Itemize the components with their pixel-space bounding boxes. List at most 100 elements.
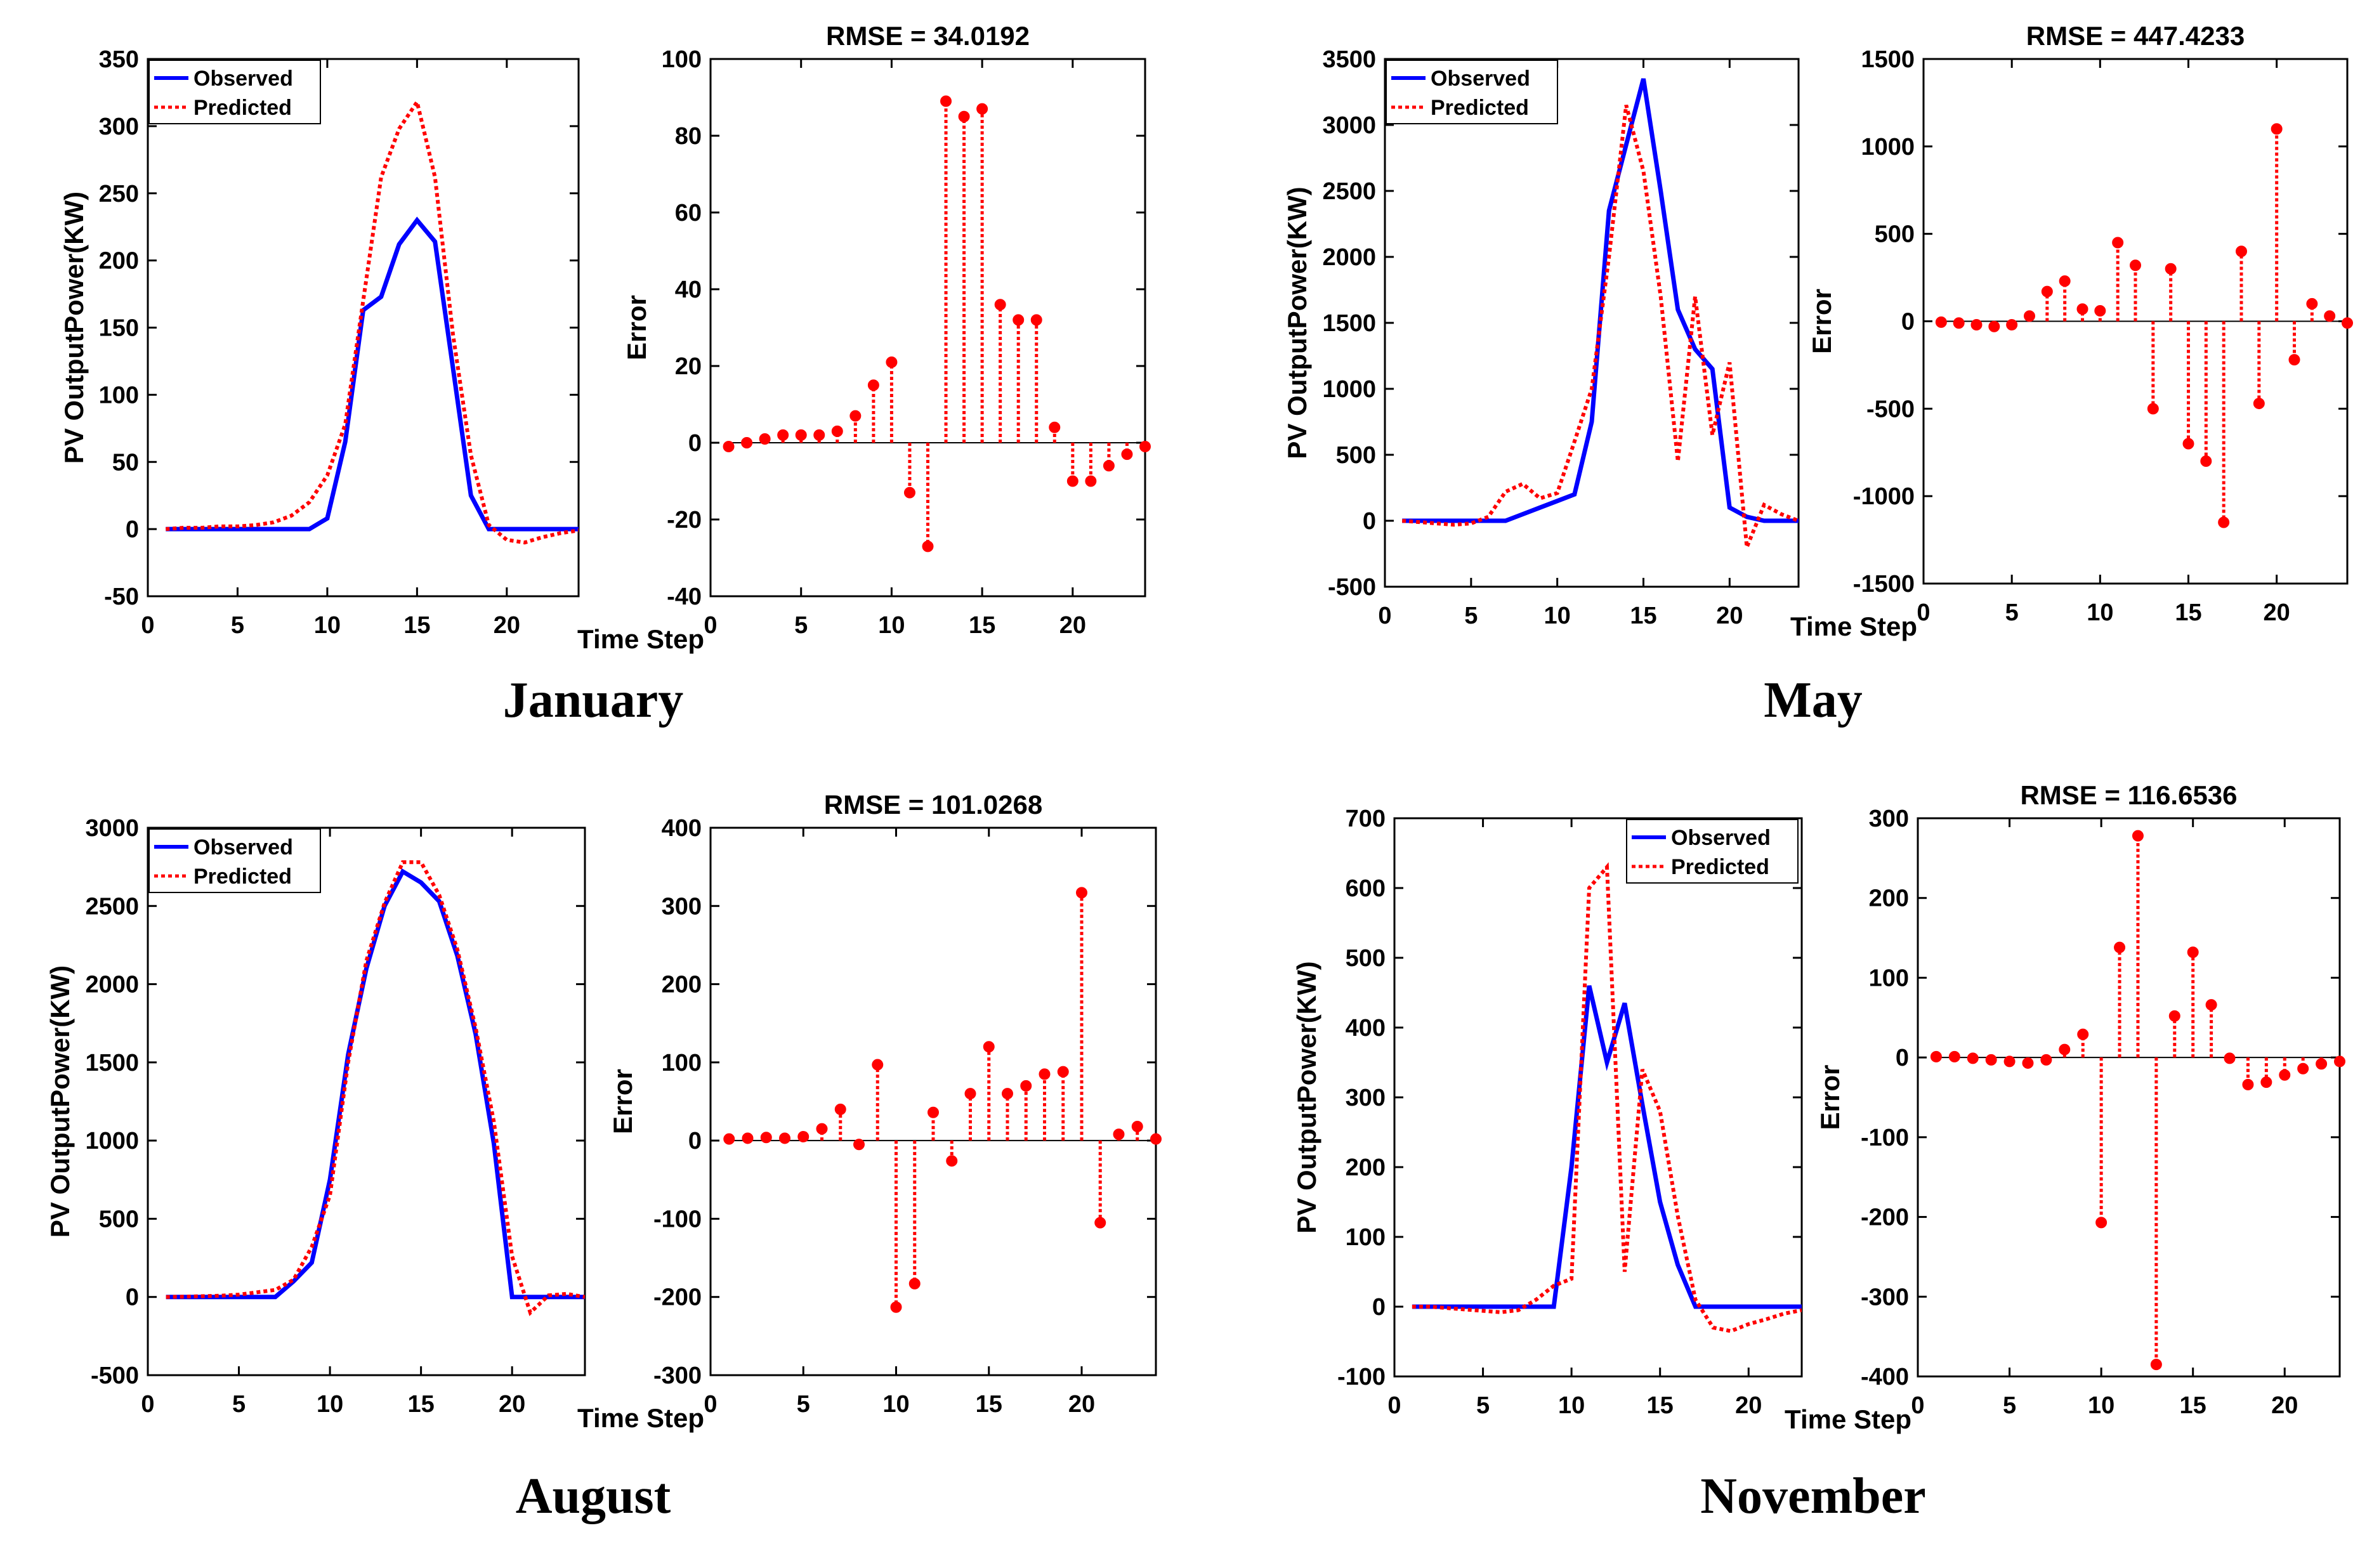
- x-tick-label: 10: [878, 612, 905, 639]
- y-tick-label: -40: [667, 584, 702, 610]
- error-marker: [1930, 1050, 1942, 1062]
- y-tick-label: 60: [675, 200, 702, 226]
- predicted-line: [166, 97, 579, 545]
- observed-line: [1402, 78, 1799, 523]
- y-tick-label: 500: [1346, 945, 1386, 972]
- error-marker: [872, 1059, 884, 1071]
- error-marker: [1039, 1068, 1051, 1080]
- y-tick-label: 100: [662, 1050, 702, 1076]
- error-marker: [779, 1132, 790, 1144]
- x-tick-label: 5: [232, 1391, 246, 1418]
- y-tick-label: 0: [688, 430, 702, 457]
- y-tick-label: 300: [1346, 1085, 1386, 1111]
- y-axis-label: PV OutputPower(KW): [45, 965, 75, 1238]
- y-tick-label: 50: [112, 449, 139, 476]
- y-tick-label: 2000: [1322, 244, 1376, 271]
- x-tick-label: 10: [2087, 599, 2113, 626]
- error-marker: [1121, 448, 1133, 461]
- error-marker: [1049, 421, 1061, 433]
- error-marker: [928, 1106, 939, 1118]
- error-marker: [742, 1132, 754, 1144]
- error-marker: [1985, 1054, 1997, 1066]
- error-marker: [1139, 441, 1151, 453]
- error-marker: [2205, 999, 2217, 1011]
- error-marker: [983, 1041, 995, 1053]
- y-tick-label: 100: [1346, 1224, 1386, 1251]
- chart-title: RMSE = 101.0268: [824, 790, 1042, 820]
- y-tick-label: 0: [126, 516, 139, 543]
- y-axis-label: Error: [1807, 289, 1837, 354]
- y-tick-label: 700: [1346, 806, 1386, 832]
- x-tick-label: 10: [1544, 603, 1571, 629]
- y-tick-label: 0: [126, 1284, 139, 1311]
- axes-box: [147, 826, 586, 1376]
- y-tick-label: 500: [1336, 442, 1376, 469]
- legend-predicted-label: Predicted: [1431, 96, 1529, 120]
- x-tick-label: 0: [141, 1391, 154, 1418]
- x-tick-label: 20: [1716, 603, 1743, 629]
- error-marker: [831, 425, 843, 437]
- error-marker: [2342, 317, 2353, 329]
- x-tick-label: 0: [1911, 1392, 1924, 1419]
- x-tick-label: 15: [1630, 603, 1656, 629]
- legend-observed-label: Observed: [1671, 826, 1771, 850]
- y-tick-label: -50: [104, 584, 139, 610]
- observed-line: [1412, 985, 1802, 1309]
- legend-observed-label: Observed: [193, 67, 293, 91]
- error-marker: [1970, 319, 1983, 331]
- x-tick-label: 10: [882, 1391, 909, 1418]
- error-marker: [2114, 941, 2126, 953]
- legend-box: [1386, 60, 1558, 124]
- y-tick-label: 40: [675, 277, 702, 303]
- y-tick-label: -200: [1861, 1205, 1909, 1231]
- error-marker: [2077, 1028, 2089, 1040]
- error-marker: [903, 487, 915, 499]
- y-tick-label: 0: [1896, 1045, 1909, 1071]
- panel-caption: November: [1700, 1468, 1925, 1524]
- error-marker: [2059, 275, 2071, 287]
- error-marker: [976, 103, 988, 115]
- error-marker: [1988, 320, 2000, 332]
- y-tick-label: 300: [99, 114, 139, 140]
- error-marker: [1057, 1066, 1069, 1078]
- y-axis-label: PV OutputPower(KW): [1282, 186, 1312, 459]
- x-tick-label: 15: [2180, 1392, 2206, 1419]
- y-tick-label: 300: [1869, 806, 1909, 832]
- y-tick-label: 1500: [85, 1050, 139, 1076]
- y-tick-label: 500: [99, 1206, 139, 1232]
- y-tick-label: 0: [1372, 1294, 1386, 1321]
- panel-caption: May: [1764, 672, 1863, 728]
- error-marker: [867, 379, 879, 391]
- x-tick-label: 5: [797, 1391, 810, 1418]
- error-marker: [2022, 1057, 2034, 1069]
- legend-predicted-label: Predicted: [1671, 855, 1769, 879]
- error-marker: [1076, 887, 1087, 899]
- y-tick-label: 350: [99, 46, 139, 73]
- error-marker: [834, 1103, 846, 1115]
- error-marker: [2253, 398, 2265, 410]
- y-tick-label: 150: [99, 315, 139, 342]
- error-marker: [2306, 297, 2318, 310]
- legend-predicted-label: Predicted: [193, 96, 292, 120]
- y-tick-label: 3000: [1322, 112, 1376, 139]
- error-marker: [1066, 475, 1078, 487]
- y-tick-label: 3500: [1322, 46, 1376, 73]
- error-marker: [723, 1133, 735, 1145]
- x-tick-label: 0: [704, 612, 717, 639]
- x-tick-label: 15: [403, 612, 430, 639]
- error-marker: [1953, 317, 1965, 329]
- error-marker: [813, 429, 825, 441]
- x-tick-label: 15: [976, 1391, 1002, 1418]
- y-tick-label: 100: [662, 46, 702, 73]
- error-marker: [958, 110, 970, 122]
- axes-box: [1917, 817, 2341, 1378]
- x-tick-label: 20: [1059, 612, 1086, 639]
- error-marker: [741, 437, 753, 448]
- error-marker: [890, 1301, 902, 1313]
- error-marker: [2288, 354, 2300, 366]
- y-tick-label: -100: [1861, 1125, 1909, 1151]
- x-tick-label: 20: [1068, 1391, 1095, 1418]
- y-tick-label: -500: [1328, 574, 1376, 601]
- y-tick-label: 100: [1869, 965, 1909, 991]
